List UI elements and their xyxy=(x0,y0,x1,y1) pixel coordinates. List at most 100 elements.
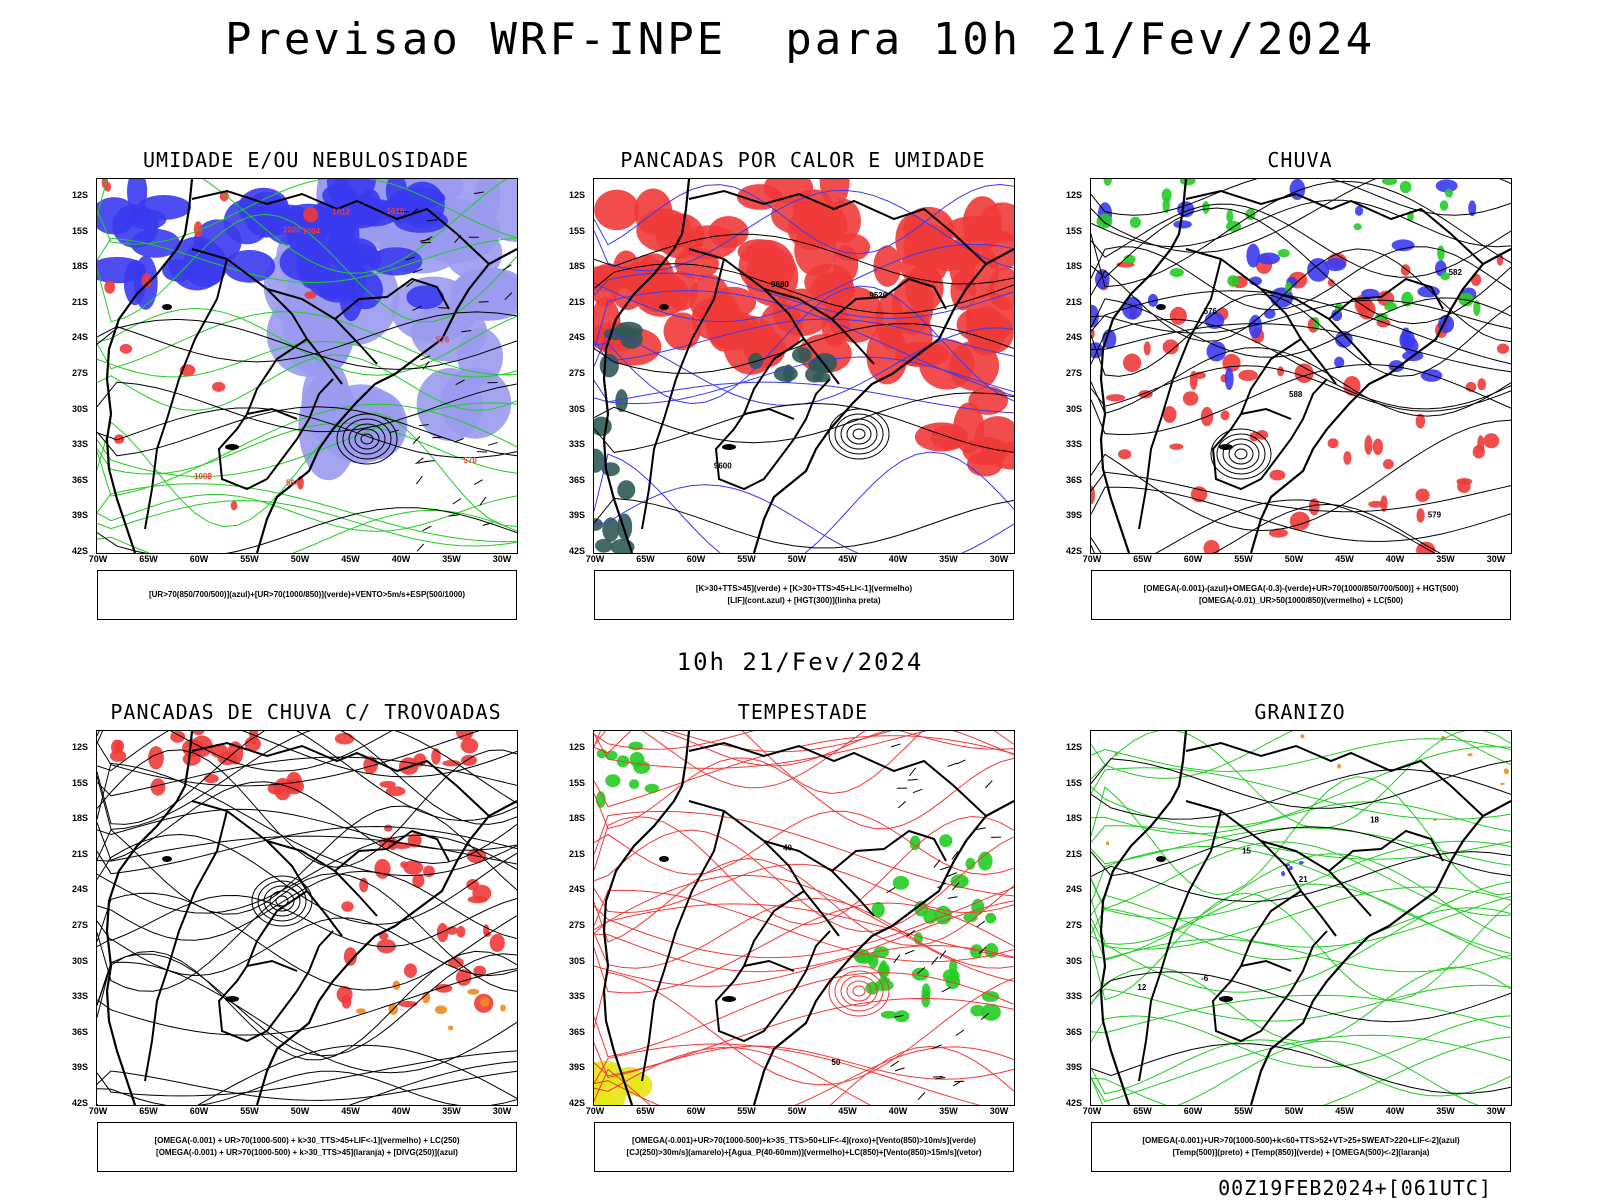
contour-line xyxy=(1091,290,1511,365)
contour-line xyxy=(1091,179,1511,253)
contour-line xyxy=(594,829,1014,932)
contour-line xyxy=(97,422,517,475)
longitude-tick-label: 55W xyxy=(737,1106,756,1116)
wind-vector xyxy=(504,292,513,301)
latitude-tick-label: 36S xyxy=(1066,1026,1083,1037)
panel-title: PANCADAS POR CALOR E UMIDADE xyxy=(620,148,986,172)
legend-line: [OMEGA(-0.001) + UR>70(1000-500) + k>30_… xyxy=(154,1136,460,1145)
contour-line xyxy=(1091,853,1511,945)
contour-line xyxy=(594,863,1014,914)
contour-line xyxy=(1091,938,1511,973)
longitude-tick-label: 45W xyxy=(1335,554,1354,564)
shaded-area xyxy=(599,353,619,378)
shaded-area xyxy=(461,754,477,766)
cyclone-ring xyxy=(852,985,866,997)
country-border xyxy=(144,741,490,1082)
contour-line xyxy=(1091,883,1511,961)
wind-vector xyxy=(951,851,959,860)
shaded-area xyxy=(1238,369,1258,381)
wind-vector xyxy=(893,1014,904,1018)
shaded-area xyxy=(873,245,902,287)
contour-line xyxy=(1091,892,1511,1001)
shaded-area xyxy=(1496,343,1510,354)
longitude-tick-label: 30W xyxy=(492,554,512,564)
lagoon xyxy=(1219,444,1233,450)
latitude-tick-label: 24S xyxy=(1066,884,1083,895)
contour-line xyxy=(97,953,517,1057)
shaded-area xyxy=(472,884,492,902)
wind-vector xyxy=(455,379,465,386)
shaded-area xyxy=(1368,500,1384,508)
shaded-area xyxy=(148,746,164,770)
longitude-tick-label: 50W xyxy=(787,1106,807,1116)
cyclone-ring xyxy=(834,970,884,1012)
contour-line xyxy=(594,897,1014,969)
shaded-area xyxy=(111,739,122,755)
contour-line xyxy=(594,290,1014,397)
shaded-area xyxy=(1169,306,1187,325)
contour-line xyxy=(594,903,1014,959)
latitude-tick-label: 39S xyxy=(1066,510,1083,521)
contour-line xyxy=(97,961,517,1074)
shaded-area xyxy=(1300,734,1305,739)
latitude-tick-label: 15S xyxy=(569,777,586,788)
longitude-tick-label: 40W xyxy=(1385,554,1405,564)
longitude-tick-label: 65W xyxy=(636,554,655,564)
latitude-tick-label: 21S xyxy=(1066,848,1083,859)
wind-vector xyxy=(939,866,950,871)
contour-line xyxy=(594,858,1014,947)
shaded-area xyxy=(1335,331,1353,348)
longitude-tick-label: 65W xyxy=(139,1106,158,1116)
shaded-area xyxy=(303,207,319,223)
shaded-area xyxy=(385,179,407,209)
contour-line xyxy=(1091,248,1511,343)
contour-line xyxy=(1091,738,1511,772)
contour-line xyxy=(97,307,517,376)
shaded-area xyxy=(1298,861,1304,865)
contour-line xyxy=(594,874,1014,982)
contour-line xyxy=(97,402,517,477)
shaded-area xyxy=(1416,541,1436,553)
cyclone-ring xyxy=(840,418,878,450)
country-border xyxy=(641,741,987,1082)
contour-line xyxy=(97,731,393,772)
latitude-tick-label: 12S xyxy=(1066,190,1083,200)
wind-vector xyxy=(422,525,432,532)
contour-line xyxy=(1091,827,1511,866)
shaded-area xyxy=(447,1025,454,1031)
latitude-tick-label: 33S xyxy=(1066,991,1083,1002)
latitude-tick-label: 27S xyxy=(569,368,586,378)
contour-line xyxy=(1091,886,1511,950)
legend-line: [UR>70(850/700/500)](azul)+[UR>70(1000/8… xyxy=(148,590,466,599)
latitude-tick-label: 12S xyxy=(569,742,586,752)
forecast-map: 579 582 588 576 xyxy=(1090,178,1512,554)
coastline xyxy=(602,731,1014,1105)
shaded-area xyxy=(1226,209,1234,223)
contour-line xyxy=(97,318,517,370)
wind-vector xyxy=(412,436,421,444)
shaded-area xyxy=(379,780,396,788)
contour-line xyxy=(594,402,1014,453)
contour-line xyxy=(97,1070,517,1105)
longitude-tick-label: 60W xyxy=(686,554,706,564)
shaded-area xyxy=(930,425,965,450)
cyclone-ring xyxy=(1222,438,1260,470)
wind-vector xyxy=(975,827,986,831)
shaded-area xyxy=(1182,391,1199,406)
latitude-tick-label: 42S xyxy=(1066,546,1083,556)
wind-vector xyxy=(952,882,960,891)
contour-line xyxy=(594,451,1014,553)
shaded-area xyxy=(945,974,961,989)
shaded-area xyxy=(191,735,213,757)
longitude-tick-label: 60W xyxy=(189,1106,209,1116)
contour-line xyxy=(97,406,517,457)
contour-line xyxy=(97,500,517,547)
shaded-area xyxy=(1477,378,1486,391)
shaded-area xyxy=(422,865,435,878)
contour-label: 1004 xyxy=(302,227,320,236)
contour-line xyxy=(1091,199,1511,248)
cyclone-ring xyxy=(846,980,872,1002)
shaded-area xyxy=(304,291,317,299)
contour-line xyxy=(97,237,517,284)
contour-label: 576 xyxy=(436,335,450,344)
